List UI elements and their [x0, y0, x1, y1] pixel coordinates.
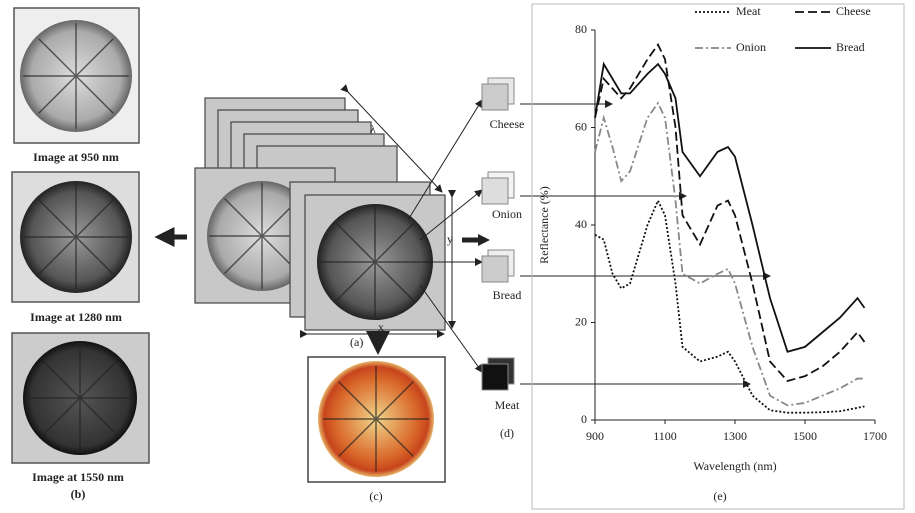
legend-label: Bread — [836, 40, 865, 54]
legend-label: Meat — [736, 4, 761, 18]
x-tick-label: 1700 — [863, 429, 887, 443]
y-tick-label: 0 — [581, 412, 587, 426]
x-tick-label: 1300 — [723, 429, 747, 443]
panel-a: λ y x (a) — [194, 84, 490, 355]
panel-b: Image at 950 nm Image at 1280 nm Image a… — [11, 7, 187, 501]
caption: Image at 950 nm — [33, 150, 119, 164]
panel-label: (b) — [71, 487, 86, 501]
panel-frame — [531, 3, 905, 510]
series-line — [594, 61, 866, 353]
series-line — [594, 198, 865, 414]
chart: 0 20 40 60 80 900 1100 1300 1500 1700 Meat Cheese On… — [575, 4, 887, 443]
legend-label: Onion — [736, 40, 766, 54]
axis-label: y — [447, 232, 453, 246]
legend-label: Cheese — [836, 4, 871, 18]
y-tick-label: 60 — [575, 119, 587, 133]
cube-label: Meat — [495, 398, 520, 412]
cube-label: Cheese — [490, 117, 525, 131]
panel-d: Cheese Onion Bread Meat (d) — [407, 77, 771, 440]
x-axis-label: Wavelength (nm) — [693, 459, 776, 473]
y-tick-label: 40 — [575, 217, 587, 231]
y-tick-label: 80 — [575, 22, 587, 36]
x-tick-label: 900 — [586, 429, 604, 443]
y-tick-label: 20 — [575, 314, 587, 328]
x-tick-label: 1100 — [653, 429, 677, 443]
y-axis-label: Reflectance (%) — [537, 186, 551, 264]
panel-label: (c) — [369, 489, 382, 503]
caption: Image at 1280 nm — [30, 310, 122, 324]
panel-label: (d) — [500, 426, 514, 440]
axis-label: x — [378, 320, 384, 334]
cube-label: Onion — [492, 207, 522, 221]
panel-c: (c) — [307, 356, 446, 503]
panel-label: (a) — [350, 335, 363, 349]
cube-label: Bread — [493, 288, 522, 302]
x-tick-label: 1500 — [793, 429, 817, 443]
axis-label: λ — [370, 122, 376, 136]
caption: Image at 1550 nm — [32, 470, 124, 484]
panel-label: (e) — [713, 489, 726, 503]
series-line — [594, 101, 865, 407]
